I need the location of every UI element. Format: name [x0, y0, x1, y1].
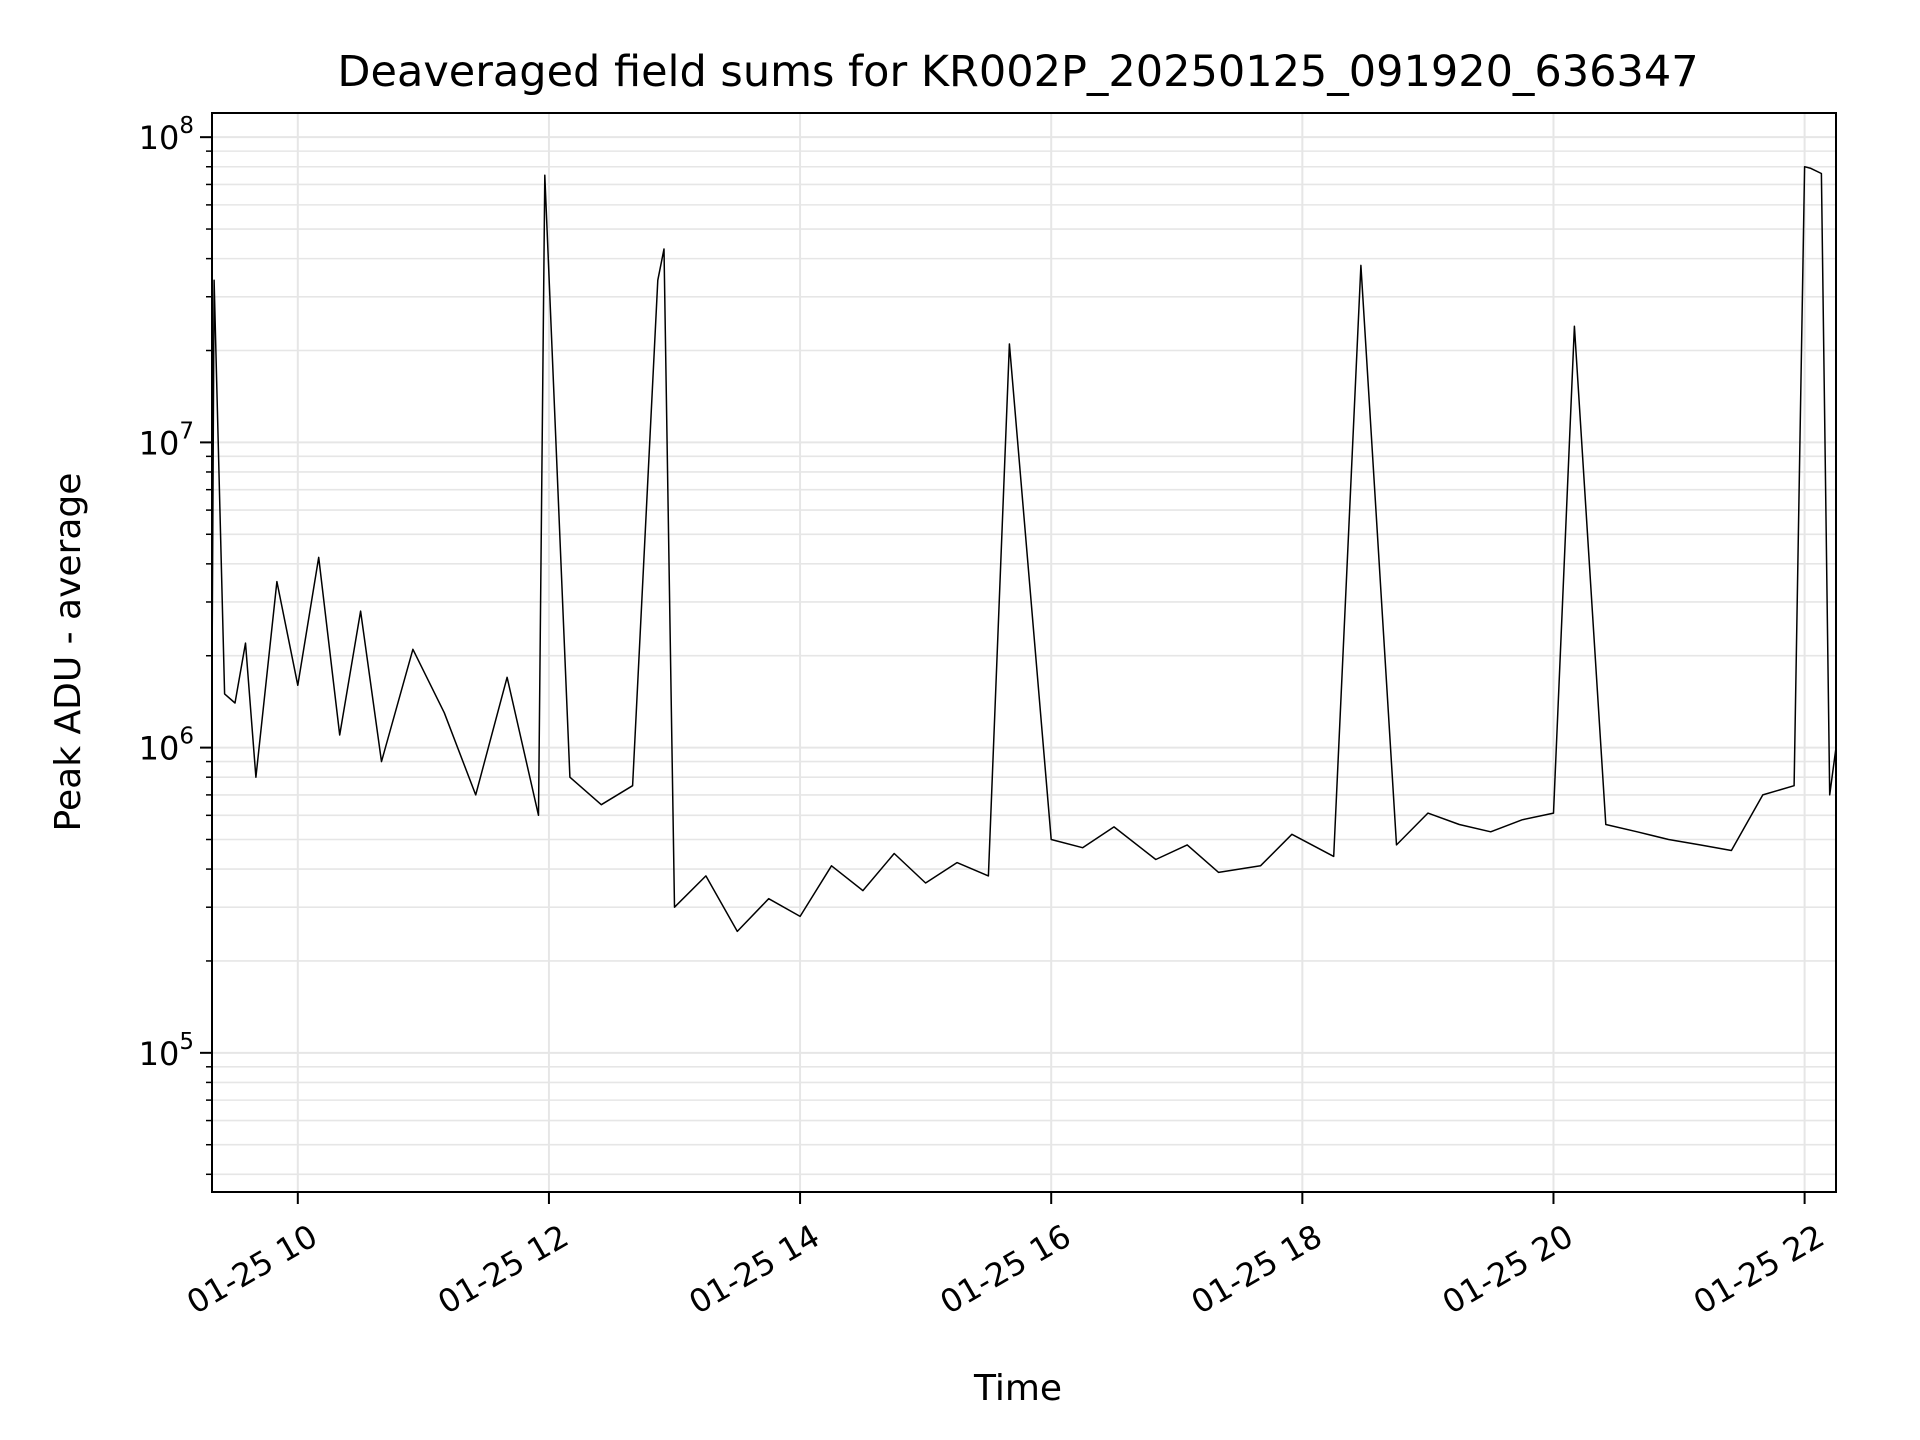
x-tick-label: 01-25 12	[431, 1217, 575, 1322]
y-tick-label: 106	[139, 724, 194, 768]
y-tick-label: 105	[139, 1029, 194, 1073]
grid	[212, 113, 1836, 1192]
chart-title: Deaveraged field sums for KR002P_2025012…	[337, 47, 1698, 97]
x-axis-label: Time	[973, 1368, 1062, 1409]
y-tick-label: 107	[139, 418, 194, 462]
x-tick-label: 01-25 14	[682, 1217, 826, 1322]
y-tick-label: 108	[139, 113, 194, 157]
series-line	[211, 165, 1837, 933]
y-axis-label: Peak ADU - average	[48, 473, 89, 832]
plot-frame	[211, 112, 1837, 1193]
x-axis: 01-25 10 01-25 12 01-25 14 01-25 16 01-25 18…	[180, 1192, 1831, 1322]
x-tick-label: 01-25 22	[1687, 1217, 1831, 1322]
x-tick-label: 01-25 20	[1436, 1217, 1580, 1322]
x-tick-label: 01-25 10	[180, 1217, 324, 1322]
y-axis: 105 106 107 108	[139, 113, 212, 1176]
x-tick-label: 01-25 18	[1185, 1217, 1329, 1322]
series-group	[211, 165, 1837, 933]
x-tick-label: 01-25 16	[934, 1217, 1078, 1322]
